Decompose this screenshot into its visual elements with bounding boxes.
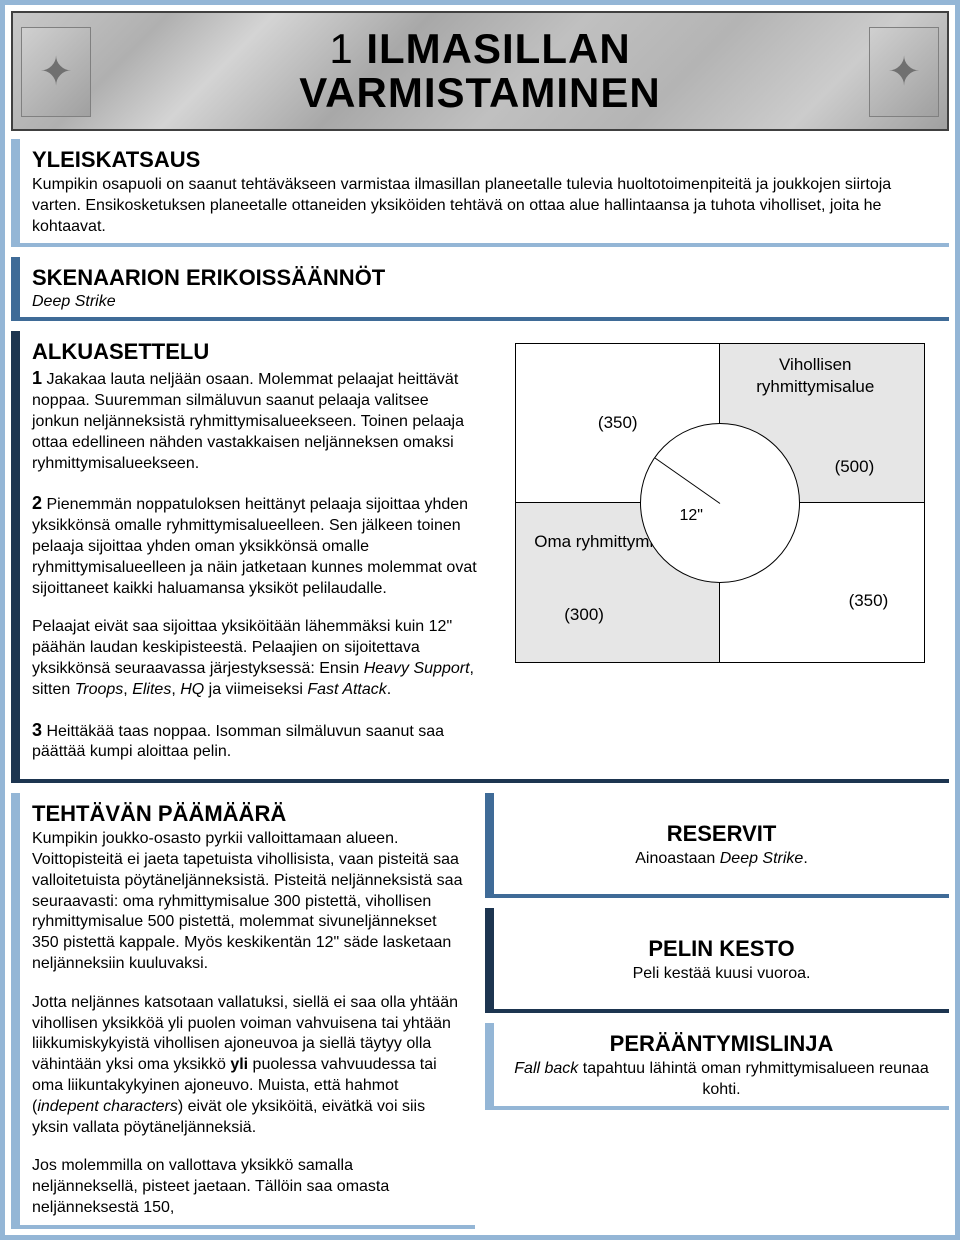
retreat-title: PERÄÄNTYMISLINJA <box>506 1031 937 1057</box>
banner-title: 1 ILMASILLAN VARMISTAMINEN <box>299 27 660 115</box>
step2b-fa: Fast Attack <box>307 681 386 698</box>
special-rules-title: SKENAARION ERIKOISSÄÄNNÖT <box>32 265 937 291</box>
duration-box: PELIN KESTO Peli kestää kuusi vuoroa. <box>485 908 949 1013</box>
step3-num: 3 <box>32 720 42 740</box>
step2b-hs: Heavy Support <box>364 660 470 677</box>
mission-p1: Kumpikin joukko-osasto pyrkii valloittam… <box>32 829 463 975</box>
mission-title: TEHTÄVÄN PÄÄMÄÄRÄ <box>32 801 463 827</box>
mission-p2-italic: indepent characters <box>37 1098 178 1115</box>
step1-num: 1 <box>32 368 42 388</box>
mission-p2: Jotta neljännes katsotaan vallatuksi, si… <box>32 993 463 1139</box>
reserves-title: RESERVIT <box>506 821 937 847</box>
quad-br-value: (350) <box>849 590 889 612</box>
retreat-body: Fall back tapahtuu lähintä oman ryhmitty… <box>506 1059 937 1101</box>
bottom-row: TEHTÄVÄN PÄÄMÄÄRÄ Kumpikin joukko-osasto… <box>11 793 949 1229</box>
duration-body: Peli kestää kuusi vuoroa. <box>506 964 937 985</box>
quad-tl-value: (350) <box>598 412 638 434</box>
special-rules-box: SKENAARION ERIKOISSÄÄNNÖT Deep Strike <box>11 257 949 321</box>
step2b-hq: HQ <box>180 681 204 698</box>
quad-tr-label: Vihollisen ryhmittymisalue <box>720 354 910 398</box>
step2a-text: Pienemmän noppatuloksen heittänyt pelaaj… <box>32 496 477 596</box>
step2b-c1: , <box>123 681 132 698</box>
banner-line1: ILMASILLAN <box>366 25 630 72</box>
step2b-c2: , <box>171 681 180 698</box>
center-circle <box>640 423 800 583</box>
radius-label: 12" <box>679 507 702 525</box>
title-banner: ✦ 1 ILMASILLAN VARMISTAMINEN ✦ <box>11 11 949 131</box>
mission-box: TEHTÄVÄN PÄÄMÄÄRÄ Kumpikin joukko-osasto… <box>11 793 475 1229</box>
deployment-diagram: (350) Vihollisen ryhmittymisalue (500) O… <box>515 343 925 663</box>
setup-diagram-holder: (350) Vihollisen ryhmittymisalue (500) O… <box>498 339 944 763</box>
reserves-body: Ainoastaan Deep Strike. <box>506 849 937 870</box>
step2b-end: . <box>387 681 391 698</box>
mission-p2-bold: yli <box>230 1056 248 1073</box>
duration-title: PELIN KESTO <box>506 936 937 962</box>
heraldry-right-icon: ✦ <box>869 27 939 117</box>
scenario-number: 1 <box>329 25 353 72</box>
retreat-italic: Fall back <box>514 1060 578 1077</box>
mission-p3: Jos molemmilla on vallottava yksikkö sam… <box>32 1156 463 1218</box>
step2b-el: Elites <box>132 681 171 698</box>
step2b-tr: Troops <box>75 681 124 698</box>
overview-box: YLEISKATSAUS Kumpikin osapuoli on saanut… <box>11 139 949 247</box>
setup-text: ALKUASETTELU 1 Jakakaa lauta neljään osa… <box>32 339 478 763</box>
retreat-box: PERÄÄNTYMISLINJA Fall back tapahtuu lähi… <box>485 1023 949 1111</box>
setup-step3: 3 Heittäkää taas noppaa. Isomman silmälu… <box>32 719 478 764</box>
reserves-italic: Deep Strike <box>720 850 804 867</box>
step2b-and: ja viimeiseksi <box>204 681 307 698</box>
overview-body: Kumpikin osapuoli on saanut tehtäväkseen… <box>32 175 937 237</box>
setup-step2b: Pelaajat eivät saa sijoittaa yksiköitään… <box>32 617 478 700</box>
page: ✦ 1 ILMASILLAN VARMISTAMINEN ✦ YLEISKATS… <box>0 0 960 1240</box>
step1-text: Jakakaa lauta neljään osaan. Molemmat pe… <box>32 371 464 471</box>
step2-num: 2 <box>32 493 42 513</box>
reserves-pre: Ainoastaan <box>635 850 720 867</box>
special-rules-sub: Deep Strike <box>32 293 937 311</box>
overview-title: YLEISKATSAUS <box>32 147 937 173</box>
reserves-post: . <box>803 850 807 867</box>
reserves-box: RESERVIT Ainoastaan Deep Strike. <box>485 793 949 898</box>
setup-title: ALKUASETTELU <box>32 339 478 365</box>
quad-tr-value: (500) <box>835 456 875 478</box>
setup-box: ALKUASETTELU 1 Jakakaa lauta neljään osa… <box>11 331 949 783</box>
step3-text: Heittäkää taas noppaa. Isomman silmäluvu… <box>32 723 444 761</box>
heraldry-left-icon: ✦ <box>21 27 91 117</box>
setup-step1: 1 Jakakaa lauta neljään osaan. Molemmat … <box>32 367 478 474</box>
retreat-post: tapahtuu lähintä oman ryhmittymisalueen … <box>578 1060 928 1098</box>
setup-step2a: 2 Pienemmän noppatuloksen heittänyt pela… <box>32 492 478 599</box>
quad-bl-value: (300) <box>564 604 604 626</box>
banner-line2: VARMISTAMINEN <box>299 71 660 115</box>
